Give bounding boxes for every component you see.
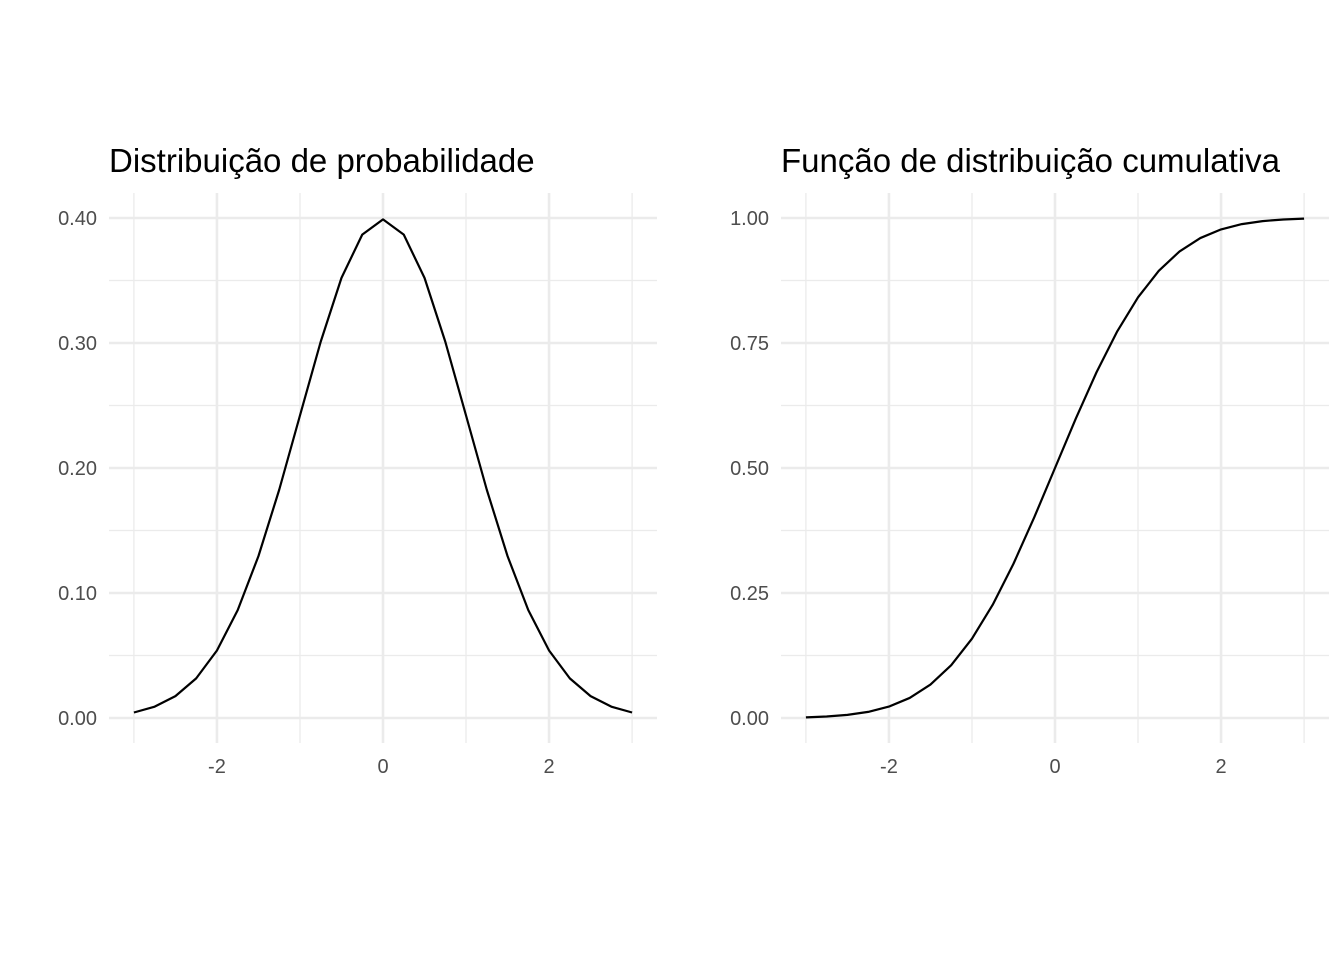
pdf-x-tick-label: 2 (543, 756, 554, 778)
cdf-y-tick-label: 0.25 (730, 583, 769, 605)
pdf-y-tick-label: 0.20 (58, 458, 97, 480)
cdf-x-tick-label: 2 (1215, 756, 1226, 778)
pdf-grid (109, 193, 657, 743)
pdf-x-tick-label: -2 (208, 756, 226, 778)
cdf-x-tick-label: 0 (1049, 756, 1060, 778)
pdf-panel: Distribuição de probabilidade 0.000.100.… (58, 142, 657, 778)
cdf-y-ticks: 0.00 0.25 0.50 0.75 1.00 (730, 208, 769, 730)
cdf-y-tick-label: 0.50 (730, 458, 769, 480)
pdf-y-tick-label: 0.40 (58, 208, 97, 230)
cdf-x-tick-label: -2 (880, 756, 898, 778)
pdf-y-tick-label: 0.10 (58, 583, 97, 605)
pdf-curve (133, 218, 633, 714)
pdf-chart-title: Distribuição de probabilidade (109, 142, 535, 179)
cdf-chart-title: Função de distribuição cumulativa (781, 142, 1281, 179)
pdf-y-tick-label: 0.00 (58, 708, 97, 730)
cdf-y-tick-label: 1.00 (730, 208, 769, 230)
pdf-y-tick-label: 0.30 (58, 333, 97, 355)
cdf-curve (805, 217, 1305, 719)
cdf-y-tick-label: 0.75 (730, 333, 769, 355)
pdf-y-ticks: 0.00 0.10 0.20 0.30 0.40 (58, 208, 97, 730)
cdf-x-ticks: -2 0 2 (880, 756, 1227, 778)
pdf-x-ticks: -2 0 2 (208, 756, 555, 778)
cdf-panel: Função de distribuição cumulativa 0.000.… (730, 142, 1329, 778)
cdf-y-tick-label: 0.00 (730, 708, 769, 730)
cdf-grid (781, 193, 1329, 743)
pdf-x-tick-label: 0 (377, 756, 388, 778)
